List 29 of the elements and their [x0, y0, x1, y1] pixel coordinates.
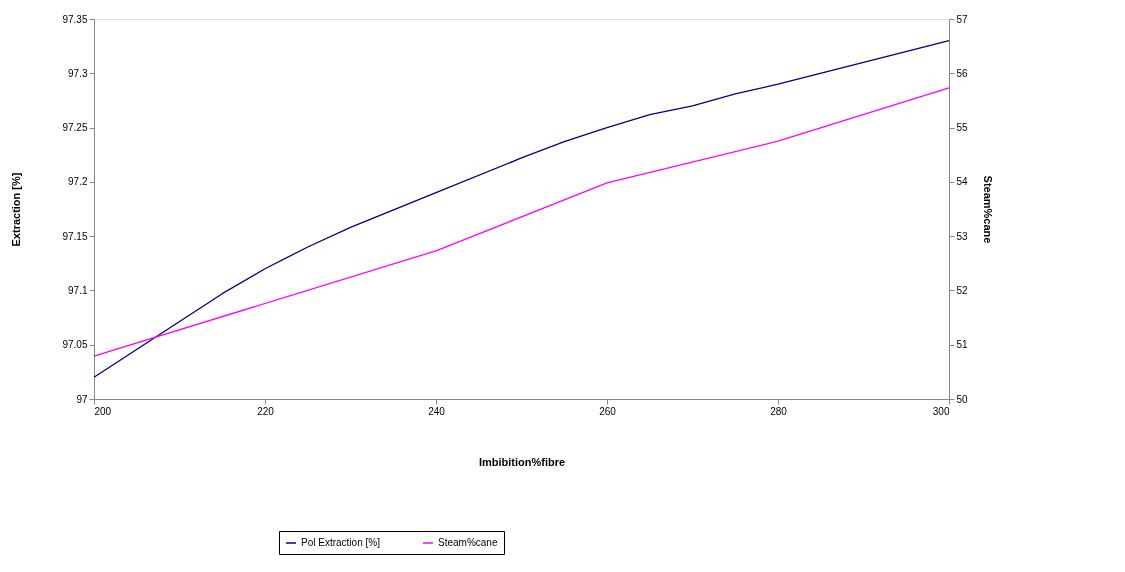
- legend-label: Pol Extraction [%]: [301, 537, 381, 548]
- x-tick-label: 260: [599, 405, 617, 417]
- x-tick-label: 300: [932, 405, 950, 417]
- line-series: [93, 40, 950, 378]
- y-tick-label: 97.2: [68, 176, 88, 188]
- x-axis-title: Imbibition%fibre: [478, 455, 566, 468]
- x-tick-label: 200: [94, 405, 112, 417]
- y2-tick-label: 52: [956, 284, 969, 296]
- y-tick-label: 97.35: [62, 13, 88, 25]
- x-tick-label: 240: [428, 405, 446, 417]
- y2-tick-label: 51: [956, 339, 969, 351]
- legend-label: Steam%cane: [438, 537, 498, 548]
- y2-tick-label: 55: [956, 122, 969, 134]
- line-series: [93, 87, 950, 357]
- x-tick-label: 280: [770, 405, 788, 417]
- y-axis-title: Extraction [%]: [10, 172, 23, 247]
- y-tick-label: 97.15: [62, 230, 88, 242]
- y-tick-label: 97.1: [68, 284, 88, 296]
- y2-tick-label: 56: [956, 67, 969, 79]
- y-tick-label: 97: [76, 393, 88, 405]
- y-tick-label: 97.25: [62, 122, 88, 134]
- y2-tick-label: 54: [956, 176, 969, 188]
- y-tick-label: 97.3: [68, 67, 88, 79]
- x-tick-label: 220: [257, 405, 275, 417]
- y-tick-label: 97.05: [62, 339, 88, 351]
- y2-tick-label: 53: [956, 230, 969, 242]
- y2-tick-label: 50: [956, 393, 969, 405]
- y2-tick-label: 57: [956, 13, 969, 25]
- y2-axis-title: Steam%cane: [981, 175, 994, 244]
